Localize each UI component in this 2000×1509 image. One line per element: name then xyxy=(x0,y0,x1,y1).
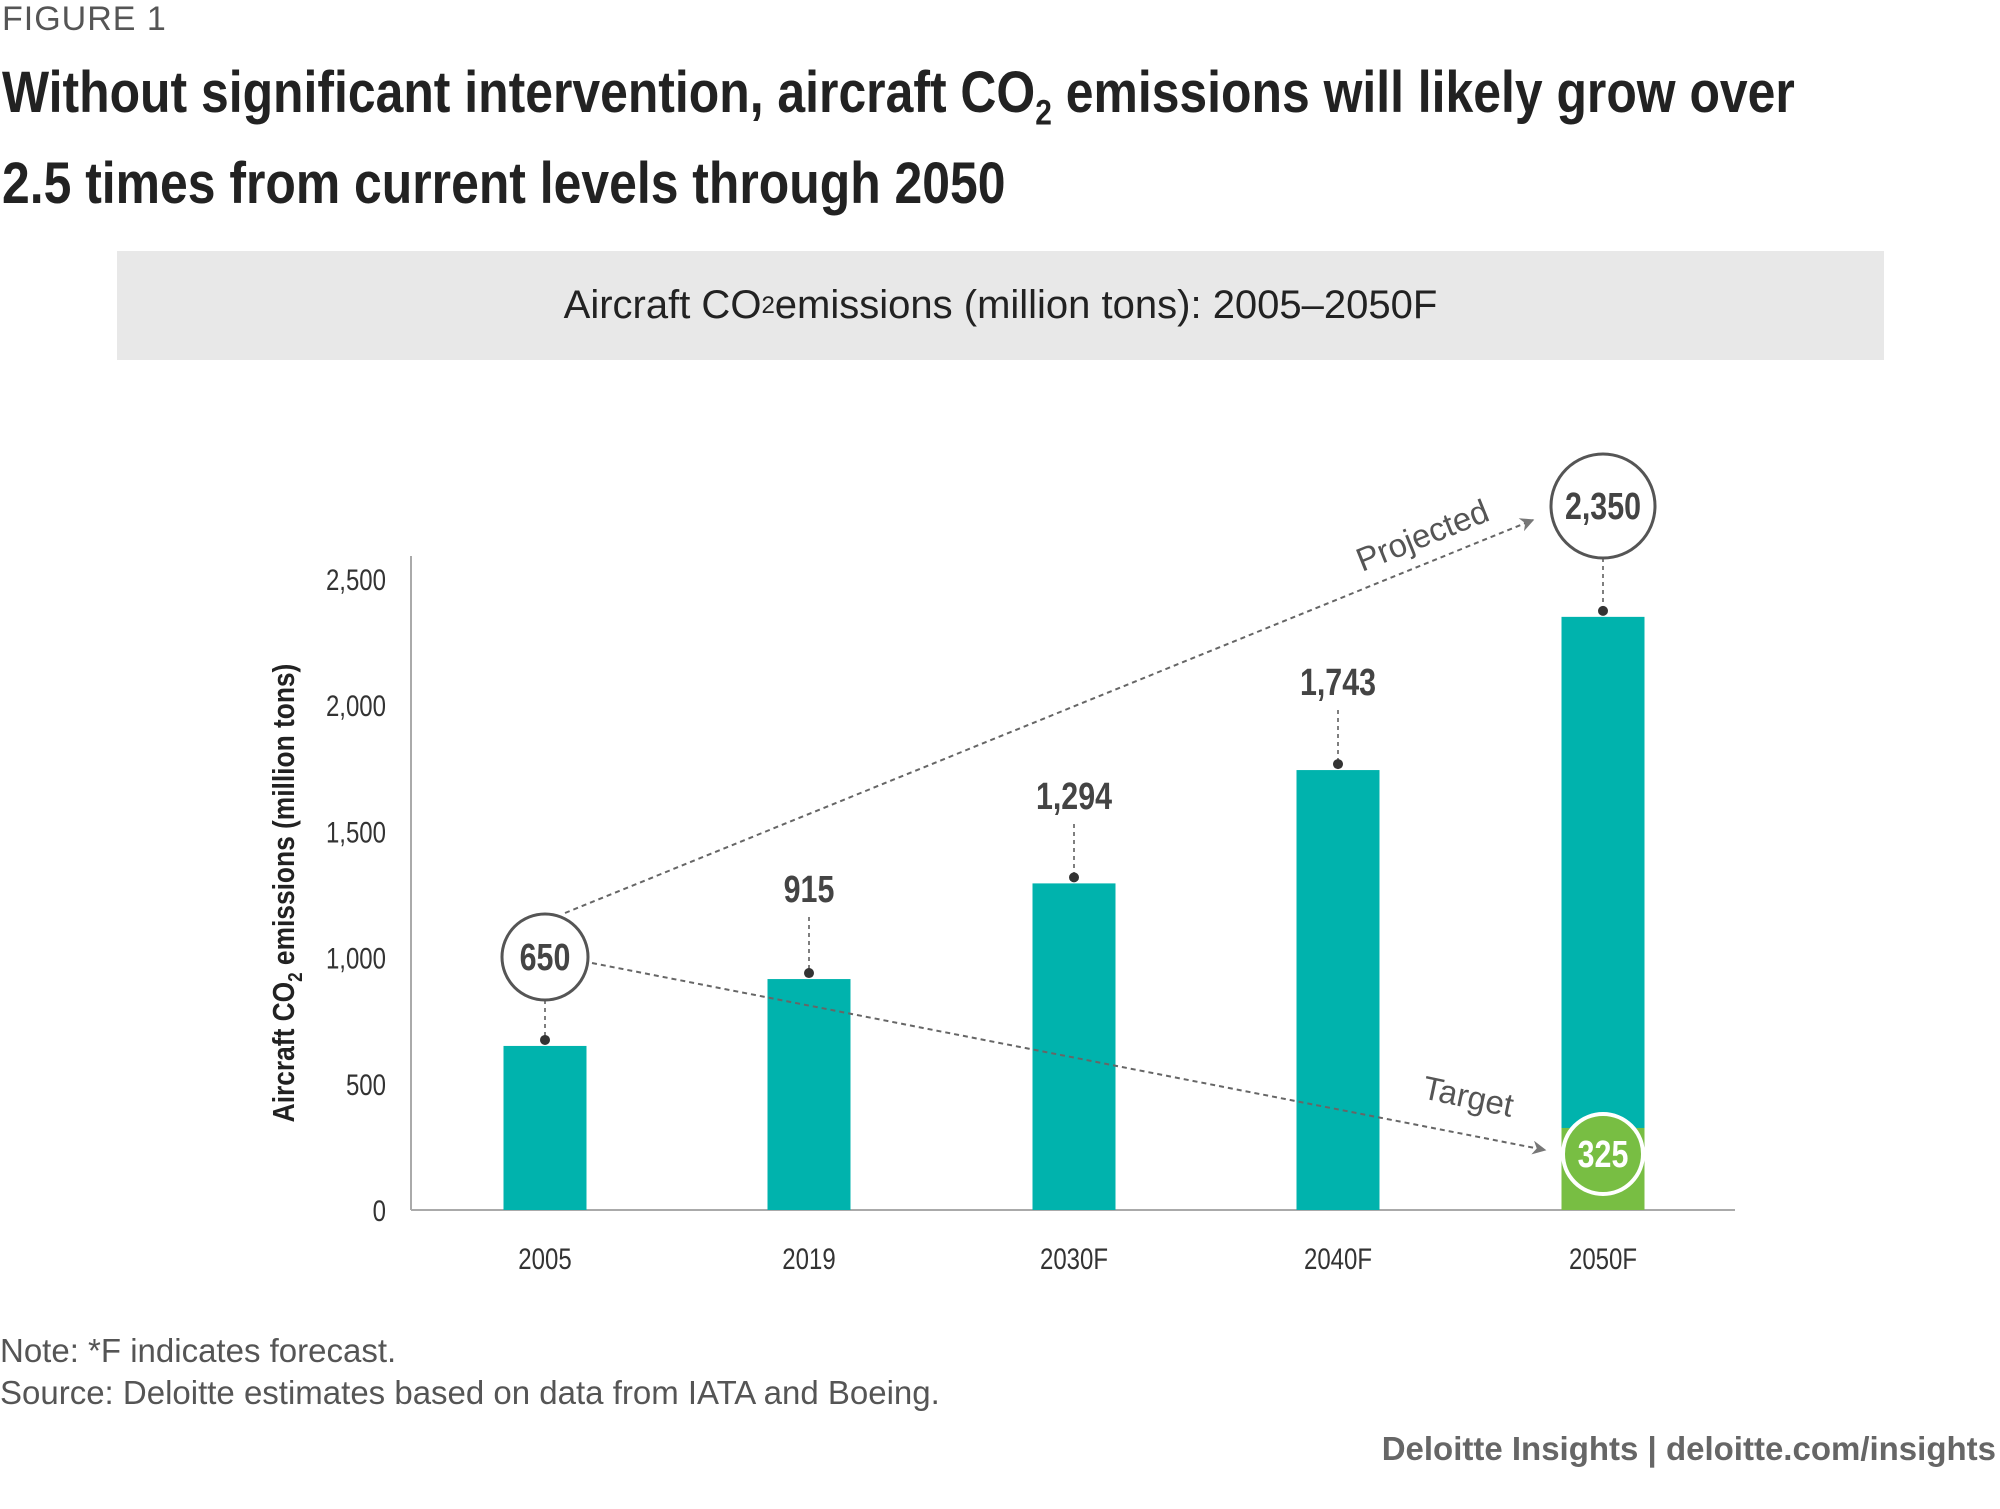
leader-dot xyxy=(1598,605,1608,616)
x-tick-label: 2040F xyxy=(1304,1241,1372,1275)
chart-subtitle: Aircraft CO 2 emissions (million tons): 2… xyxy=(117,251,1884,360)
data-label-circle xyxy=(1549,452,1657,560)
page-title: Without significant intervention, aircra… xyxy=(2,58,1851,219)
data-label: 650 xyxy=(520,937,571,979)
projected-arrow xyxy=(564,518,1535,914)
y-tick-label: 2,500 xyxy=(326,562,386,596)
bar-2050F xyxy=(1561,616,1645,1210)
y-axis-title: Aircraft CO2 emissions (million tons) xyxy=(267,664,306,1123)
data-label: 1,743 xyxy=(1300,662,1376,704)
subtitle-text-2: emissions (million tons): 2005–2050F xyxy=(774,283,1438,327)
leader-dot xyxy=(804,968,814,979)
y-tick-label: 1,000 xyxy=(326,941,386,975)
subtitle-text: Aircraft CO xyxy=(563,283,762,327)
footer-credit: Deloitte Insights | deloitte.com/insight… xyxy=(1381,1430,1996,1467)
y-tick-label: 500 xyxy=(346,1067,386,1101)
projected-label: Projected xyxy=(1351,492,1494,579)
x-tick-label: 2030F xyxy=(1040,1241,1108,1275)
data-label: 2,350 xyxy=(1565,486,1641,528)
title-text: Without significant intervention, aircra… xyxy=(2,60,1036,125)
target-circle xyxy=(1561,1112,1645,1196)
y-tick-label: 1,500 xyxy=(326,815,386,849)
source-text: Source: Deloitte estimates based on data… xyxy=(0,1374,940,1411)
data-label: 915 xyxy=(784,869,835,911)
data-label: 1,294 xyxy=(1036,776,1112,818)
subtitle-subscript: 2 xyxy=(761,291,775,319)
title-subscript: 2 xyxy=(1035,93,1052,133)
target-label: Target xyxy=(1420,1069,1517,1124)
y-tick-label: 0 xyxy=(373,1193,386,1227)
x-tick-label: 2005 xyxy=(518,1241,571,1275)
x-tick-label: 2019 xyxy=(782,1241,835,1275)
data-label-circle xyxy=(500,912,590,1002)
bar-2005 xyxy=(503,1045,587,1210)
y-tick-label: 2,000 xyxy=(326,689,386,723)
bar-2019 xyxy=(767,979,851,1210)
target-value-label: 325 xyxy=(1578,1134,1629,1176)
leader-dot xyxy=(1333,759,1343,770)
bar-2030F xyxy=(1032,883,1116,1210)
leader-dot xyxy=(540,1034,550,1045)
bar-2040F xyxy=(1296,770,1380,1210)
leader-dot xyxy=(1069,872,1079,883)
figure-label: FIGURE 1 xyxy=(2,0,167,38)
note-text: Note: *F indicates forecast. xyxy=(0,1332,397,1369)
x-tick-label: 2050F xyxy=(1569,1241,1637,1275)
title-text-2: emissions will likely grow over 2.5 time… xyxy=(2,60,1795,216)
